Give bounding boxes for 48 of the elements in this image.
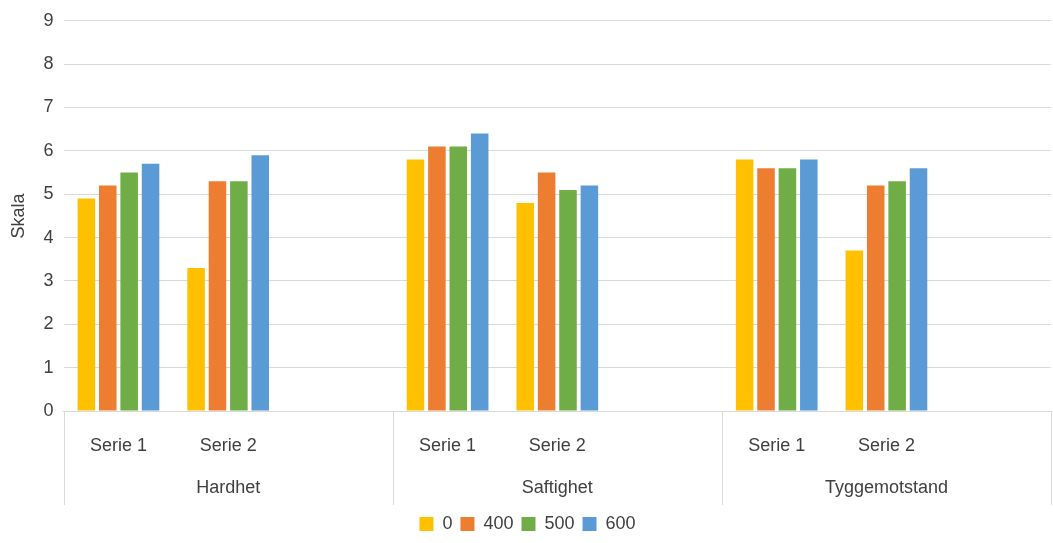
bar [449,146,468,411]
y-tick-label: 0 [43,399,54,420]
y-tick-label: 1 [43,356,54,377]
text: Saftighet [521,476,593,497]
y-tick-label: 7 [43,96,54,117]
bar [120,172,138,411]
bar [428,146,446,411]
legend-label: 0 [442,512,453,533]
y-tick-label: 9 [43,9,54,30]
bar [559,189,577,411]
bar [778,168,797,411]
y-tick-label: 5 [43,183,54,204]
bar [77,198,96,411]
bar [866,185,885,411]
x-tick-label: Serie 1 [419,434,477,455]
bar [537,172,556,411]
y-tick-label: 6 [43,139,54,160]
x-tick-label: Serie 2 [199,434,257,455]
bar [800,159,818,411]
y-tick-label: 3 [43,269,54,290]
bar [845,250,864,411]
bar [208,181,227,411]
bar [580,185,599,411]
x-tick-label: Serie 1 [89,434,147,455]
x-tick-label: Serie 2 [857,434,915,455]
y-tick-label: 8 [43,53,54,74]
legend-label: 500 [544,512,575,533]
y-axis-title: Skala [7,192,28,239]
bar [99,185,117,411]
text: Tyggemotstand [824,476,948,497]
bar [735,159,754,411]
y-tick-label: 2 [43,313,54,334]
text: Hardhet [196,476,261,497]
x-tick-label: Serie 2 [528,434,586,455]
bar [406,159,425,411]
bar [888,181,906,411]
bar [909,168,928,411]
legend-label: 600 [605,512,636,533]
bar [230,181,248,411]
y-tick-label: 4 [43,226,54,247]
legend-label: 400 [483,512,514,533]
x-tick-label: Serie 1 [748,434,806,455]
bar [141,163,160,411]
bar [470,133,489,411]
bar [757,168,775,411]
bar [251,155,270,411]
bar [187,267,205,411]
bar [516,202,534,411]
